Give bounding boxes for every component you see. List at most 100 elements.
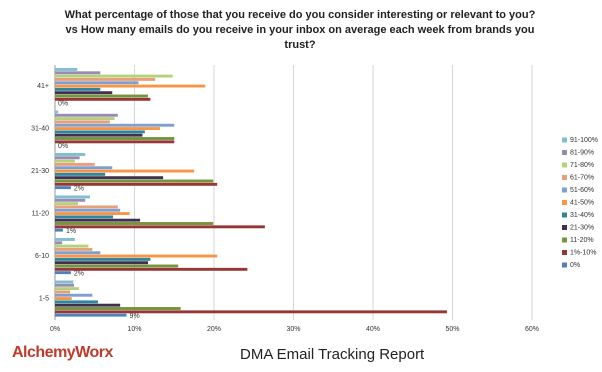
bar: [55, 87, 101, 91]
bar: [55, 182, 218, 186]
legend-label: 0%: [570, 262, 580, 269]
bar: [55, 244, 89, 248]
bar: [55, 218, 141, 222]
bar: [55, 222, 214, 225]
bar: [55, 205, 118, 209]
bar: [55, 271, 71, 275]
bar: [55, 212, 130, 216]
bar: [55, 251, 101, 255]
bar: [55, 91, 113, 95]
bar: [55, 310, 447, 314]
legend-swatch: [562, 187, 567, 193]
bar: [55, 267, 248, 271]
bar: [55, 71, 101, 75]
value-label: 0%: [58, 101, 68, 108]
bar: [55, 254, 218, 258]
bar: [55, 228, 63, 232]
bar: [55, 77, 156, 81]
legend-label: 51-60%: [570, 187, 594, 194]
bar: [55, 303, 121, 307]
bar: [55, 198, 86, 202]
bar: [55, 179, 214, 183]
legend-label: 31-40%: [570, 212, 594, 219]
bar: [55, 127, 160, 131]
bar: [55, 140, 175, 144]
legend-label: 11-20%: [570, 237, 594, 244]
x-tick-label: 60%: [525, 326, 539, 333]
bar: [55, 264, 179, 268]
bar: [55, 159, 75, 163]
legend-swatch: [562, 200, 567, 205]
bar: [55, 162, 95, 166]
bar: [55, 169, 195, 173]
bar: [55, 84, 206, 88]
bar: [55, 110, 59, 114]
chart: 0% 10% 20% 30% 40% 50% 60% 41+ 0% 31-40 0% 21-30 2% 1…: [31, 65, 598, 333]
bar: [55, 208, 121, 212]
bar: [55, 186, 71, 190]
bar: [55, 241, 63, 245]
x-tick-label: 50%: [445, 326, 459, 333]
y-tick-label: 31-40: [31, 126, 49, 133]
bar: [55, 123, 175, 127]
x-tick-label: 40%: [366, 326, 380, 333]
legend-label: 61-70%: [570, 174, 594, 181]
value-label: 2%: [74, 186, 84, 193]
bar: [55, 137, 175, 140]
legend-label: 91-100%: [570, 137, 598, 144]
x-tick-label: 10%: [127, 326, 141, 333]
legend-swatch: [562, 250, 567, 255]
x-tick-label: 30%: [286, 326, 300, 333]
legend-label: 81-90%: [570, 149, 594, 156]
bar: [55, 81, 139, 85]
legend-swatch: [562, 137, 567, 143]
bar: [55, 74, 173, 78]
bar: [55, 176, 164, 180]
bar: [55, 247, 93, 251]
bar: [55, 113, 118, 117]
y-tick-label: 21-30: [31, 168, 49, 175]
legend-swatch: [562, 212, 567, 218]
value-label: 9%: [130, 313, 140, 320]
bar: [55, 156, 80, 160]
bar: [55, 300, 98, 304]
y-tick-label: 41+: [37, 83, 49, 90]
y-tick-label: 6-10: [35, 253, 49, 260]
legend-swatch: [562, 225, 567, 230]
legend-label: 21-30%: [570, 224, 594, 231]
bar: [55, 94, 149, 98]
bar: [55, 172, 106, 176]
bar: [55, 293, 93, 297]
bar: [55, 257, 151, 261]
bar: [55, 215, 114, 219]
y-tick-label: 11-20: [32, 211, 49, 218]
legend-label: 41-50%: [570, 199, 594, 206]
bar: [55, 68, 78, 71]
bar: [55, 313, 127, 317]
bar: [55, 202, 79, 206]
legend-swatch: [562, 162, 567, 168]
bar: [55, 195, 90, 199]
report-title: DMA Email Tracking Report: [240, 346, 425, 363]
bar: [55, 261, 149, 265]
bar: [55, 120, 110, 124]
legend-label: 1%-10%: [570, 249, 596, 256]
bar: [55, 166, 113, 170]
legend-swatch: [562, 262, 567, 268]
bar: [55, 287, 79, 291]
legend-swatch: [562, 237, 567, 243]
y-tick-label: 1-5: [39, 296, 49, 303]
x-tick-label: 0%: [50, 326, 60, 333]
value-label: 2%: [74, 271, 84, 278]
legend-swatch: [562, 175, 567, 180]
bar: [55, 238, 75, 241]
legend-swatch: [562, 150, 567, 155]
bar: [55, 290, 71, 294]
legend-label: 71-80%: [570, 162, 594, 169]
bar: [55, 297, 72, 301]
bar: [55, 280, 74, 284]
bar: [55, 97, 151, 101]
logo: AlchemyWorx: [12, 344, 113, 361]
bar: [55, 225, 265, 229]
